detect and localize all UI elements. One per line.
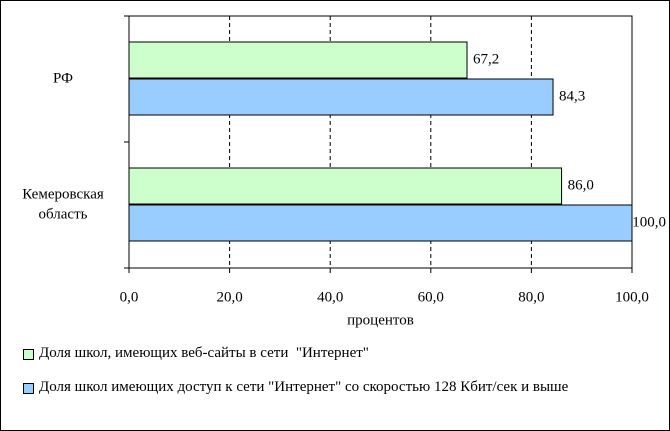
x-tick-label: 100,0 (615, 289, 649, 305)
bar (128, 41, 468, 79)
value-label: 67,2 (473, 51, 499, 67)
x-tick-label: 20,0 (216, 289, 242, 305)
legend-swatch (23, 383, 34, 394)
y-tick-label: РФ (53, 70, 73, 86)
bar (128, 78, 554, 116)
legend-label: Доля школ, имеющих веб-сайты в сети "Инт… (39, 345, 369, 361)
y-tick-label: область (39, 206, 88, 222)
bar (128, 167, 563, 205)
x-axis-label: процентов (347, 312, 414, 328)
x-tick-label: 60,0 (418, 289, 444, 305)
legend-entry: Доля школ имеющих доступ к сети "Интерне… (23, 377, 663, 397)
x-tick-label: 40,0 (317, 289, 343, 305)
value-label: 100,0 (632, 214, 666, 230)
x-tick-label: 0,0 (120, 289, 139, 305)
value-label: 86,0 (568, 177, 594, 193)
legend-entry: Доля школ, имеющих веб-сайты в сети "Инт… (23, 343, 663, 363)
plot-border (128, 15, 633, 269)
value-label: 84,3 (559, 88, 585, 104)
x-tick-label: 80,0 (518, 289, 544, 305)
y-tick-label: Кемеровская (22, 186, 104, 202)
legend-label: Доля школ имеющих доступ к сети "Интерне… (39, 379, 569, 395)
bar (128, 204, 633, 242)
legend-swatch (23, 349, 34, 360)
